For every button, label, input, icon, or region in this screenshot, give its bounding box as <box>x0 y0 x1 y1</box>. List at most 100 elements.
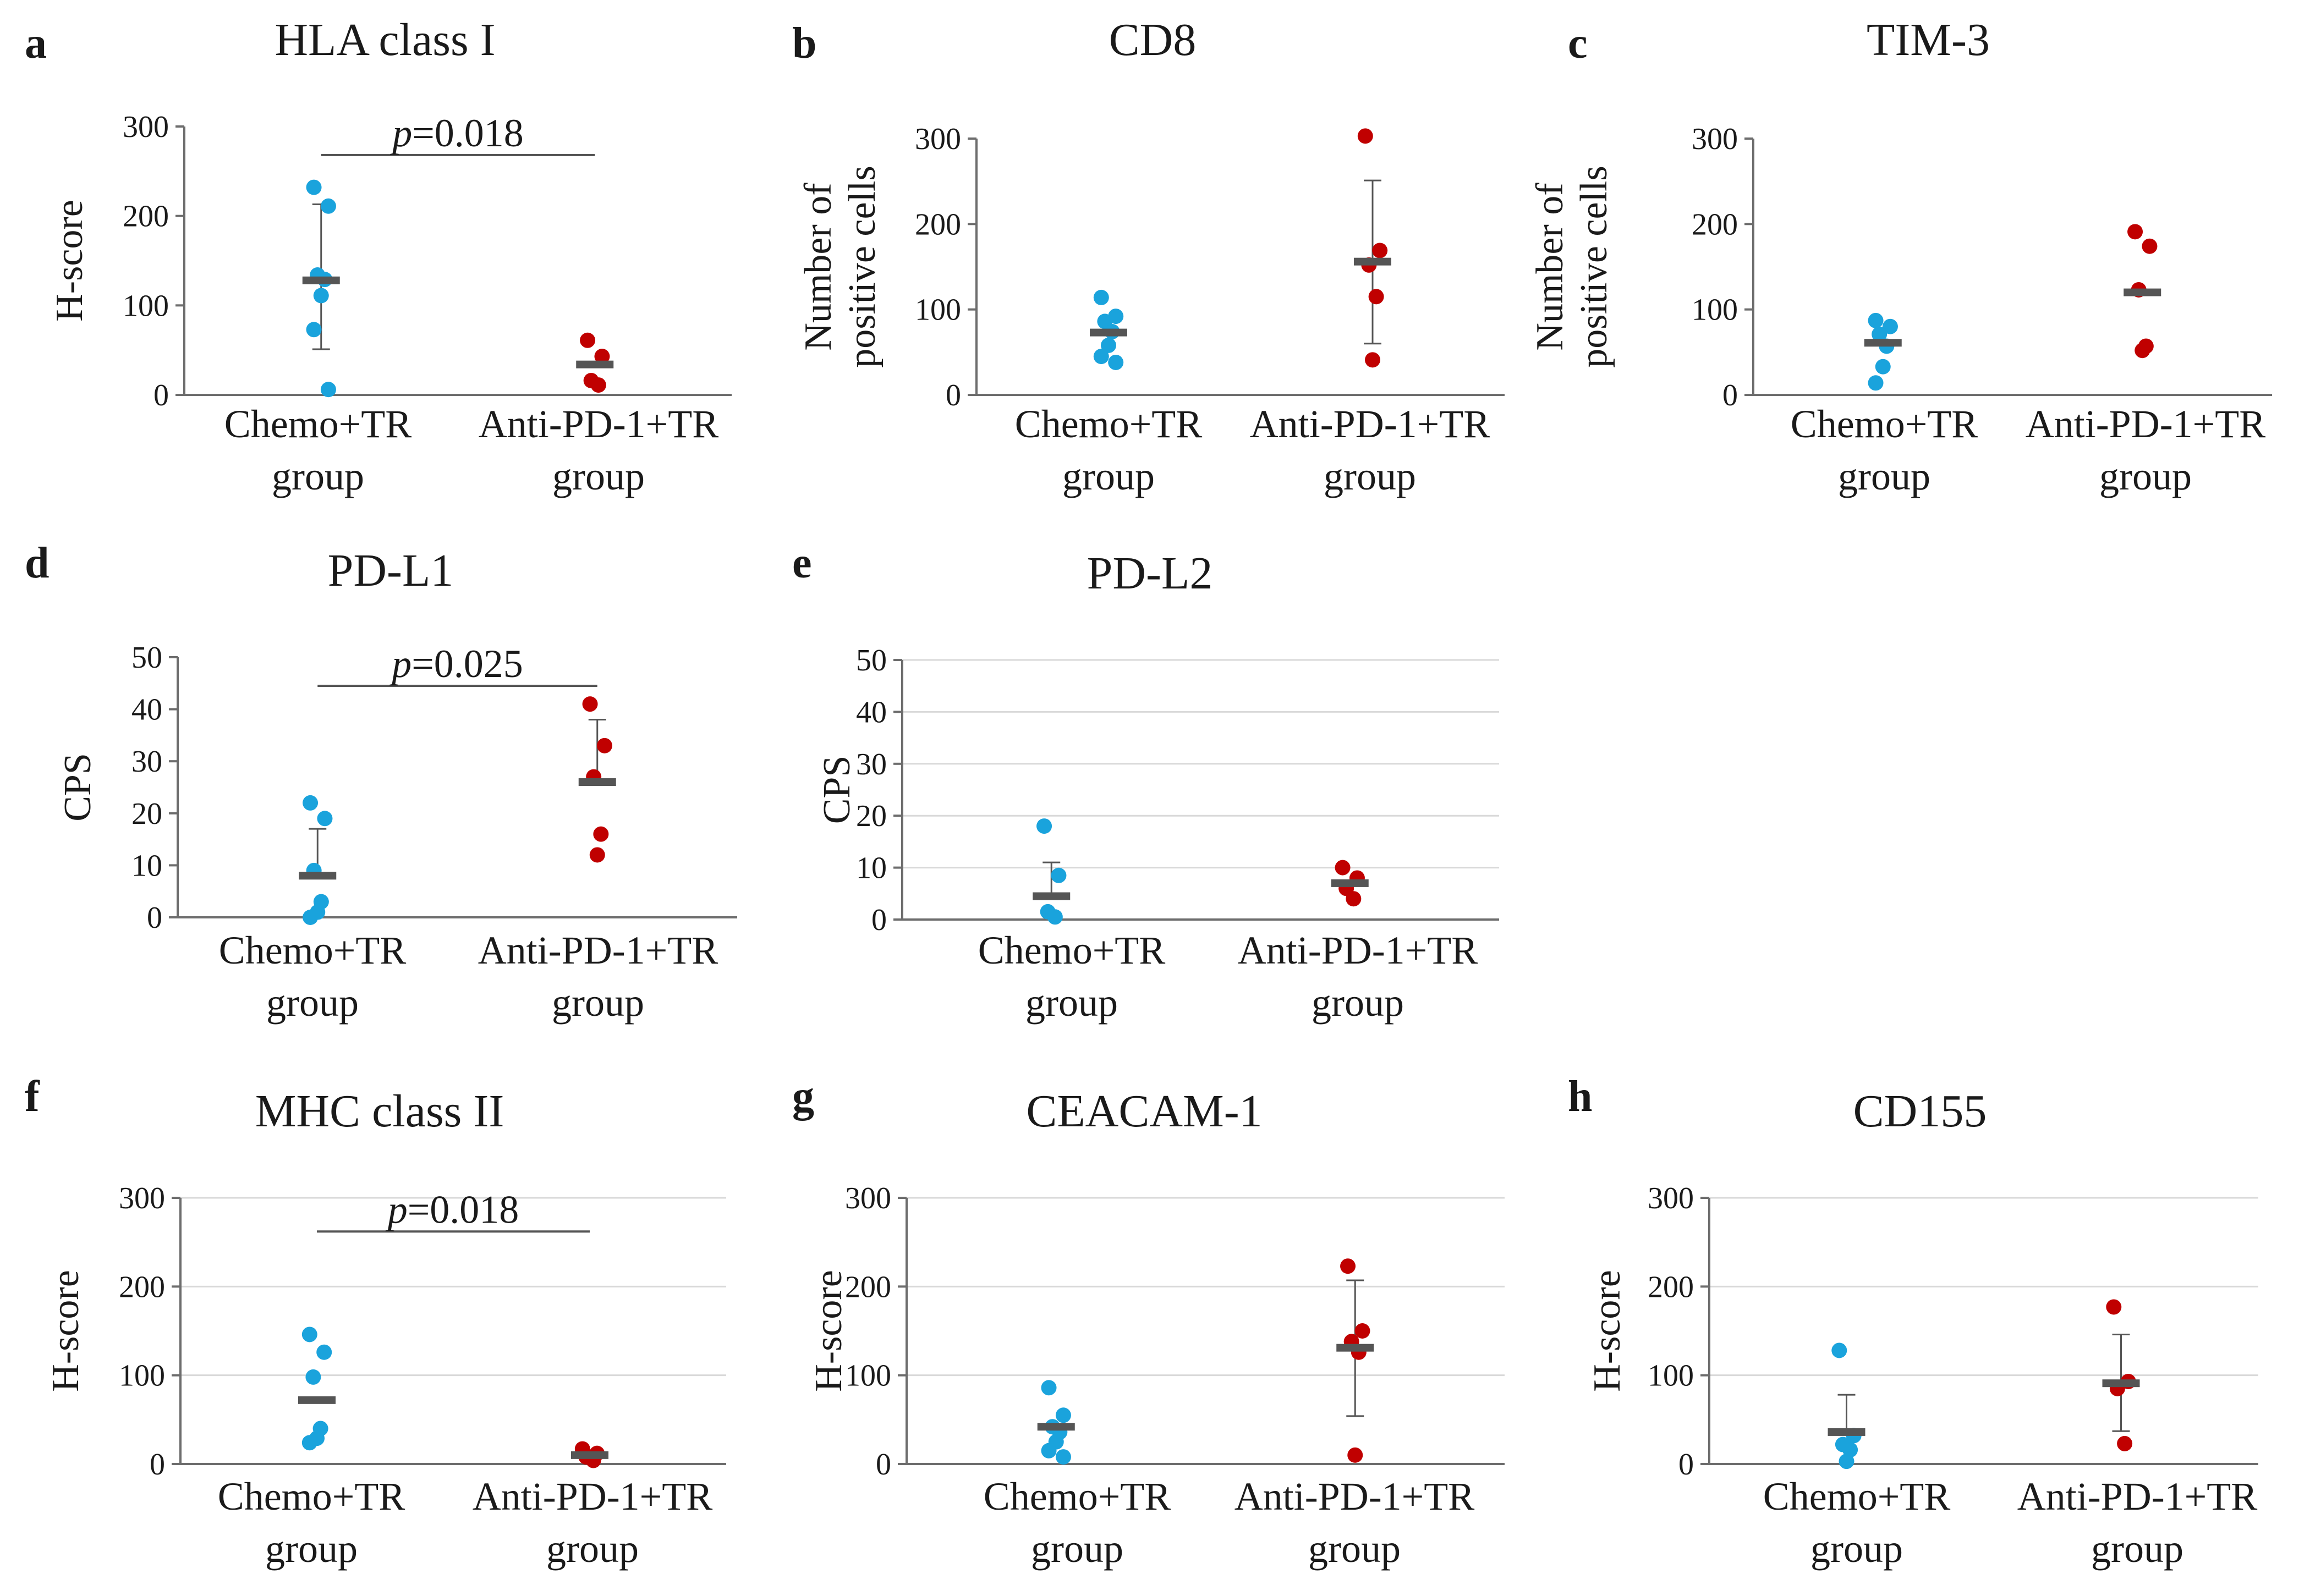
series-anti-pd1 <box>578 696 616 863</box>
category-label: Chemo+TR <box>219 928 407 972</box>
data-point <box>301 1435 317 1451</box>
y-tick-label: 100 <box>119 1359 165 1393</box>
category-label: group <box>1308 1527 1401 1571</box>
series-anti-pd1 <box>2124 224 2161 359</box>
y-axis-label-line: positive cells <box>1573 166 1615 367</box>
data-point <box>2127 224 2143 240</box>
series-anti-pd1 <box>1336 1258 1374 1463</box>
category-label: Anti-PD-1+TR <box>1234 1474 1475 1518</box>
panel-g: g CEACAM-1 0 100 200 300 H-score Chemo+TR group A… <box>792 1072 1505 1571</box>
data-point <box>1093 289 1109 305</box>
pvalue-label: p=0.025 <box>389 642 523 686</box>
panel-letter: g <box>792 1072 814 1121</box>
data-point <box>303 795 319 811</box>
mean-bar <box>576 360 614 368</box>
series-anti-pd1 <box>2102 1299 2140 1451</box>
data-point <box>1872 326 1888 342</box>
data-point <box>320 198 336 214</box>
y-tick-label: 40 <box>131 693 162 727</box>
y-tick-label: 0 <box>946 378 961 412</box>
data-point <box>582 696 598 712</box>
pvalue-italic: p <box>389 642 411 686</box>
chart-title: CD8 <box>1109 14 1197 65</box>
y-tick-label: 50 <box>856 643 887 678</box>
data-point <box>1372 243 1388 258</box>
data-point <box>1036 818 1052 834</box>
y-tick-label: 100 <box>915 293 961 327</box>
y-tick-label: 300 <box>1692 122 1738 156</box>
y-tick-label: 100 <box>1648 1359 1694 1393</box>
data-point <box>1868 312 1884 328</box>
series-chemo <box>1864 312 1902 391</box>
panel-letter: b <box>792 19 817 68</box>
category-label: group <box>272 454 364 498</box>
series-chemo <box>1037 1380 1075 1465</box>
panel-d: d PD-L1 0 10 20 30 40 50 CPS Chemo+TR group Anti-PD… <box>25 539 737 1025</box>
data-point <box>1882 318 1898 334</box>
category-label: Chemo+TR <box>984 1474 1171 1518</box>
chart-title: CD155 <box>1853 1086 1987 1137</box>
y-axis-label-line: Number of <box>797 183 840 351</box>
data-point <box>1368 289 1384 305</box>
y-axis-label: CPS <box>57 753 99 822</box>
series-anti-pd1 <box>571 1441 608 1468</box>
data-point <box>1868 375 1884 391</box>
data-point <box>2117 1435 2133 1451</box>
category-label: Chemo+TR <box>1791 402 1978 446</box>
category-label: Chemo+TR <box>1015 402 1203 446</box>
chart-title: CEACAM-1 <box>1026 1086 1262 1137</box>
data-point <box>1365 352 1380 368</box>
y-axis-label: H-score <box>48 200 91 322</box>
category-label: group <box>552 454 645 498</box>
category-label: Anti-PD-1+TR <box>1250 402 1490 446</box>
data-point <box>1354 1323 1370 1339</box>
y-tick-label: 300 <box>119 1181 165 1215</box>
data-point <box>1340 1258 1356 1274</box>
y-tick-label: 40 <box>856 695 887 729</box>
data-point <box>1055 1407 1071 1423</box>
y-tick-label: 0 <box>876 1448 891 1482</box>
y-axis-label-line: CPS <box>57 753 99 822</box>
category-label: group <box>2099 454 2192 498</box>
mean-bar <box>571 1451 608 1459</box>
panel-letter: e <box>792 539 812 587</box>
mean-bar <box>1090 328 1127 337</box>
panel-letter: a <box>25 19 47 68</box>
y-axis-label-line: H-score <box>48 200 91 322</box>
chart-title: PD-L2 <box>1087 548 1213 599</box>
data-point <box>590 377 606 393</box>
data-point <box>313 288 329 304</box>
data-point <box>1041 1380 1057 1396</box>
mean-bar <box>1828 1428 1865 1436</box>
mean-bar <box>2102 1379 2140 1388</box>
data-point <box>2106 1299 2122 1315</box>
panel-letter: d <box>25 539 50 587</box>
series-chemo <box>1033 818 1071 925</box>
pvalue-label: p=0.018 <box>389 111 524 155</box>
data-point <box>593 826 609 842</box>
category-label: Anti-PD-1+TR <box>479 402 719 446</box>
y-axis-label: H-score <box>45 1270 87 1392</box>
y-tick-label: 20 <box>856 799 887 833</box>
y-tick-label: 100 <box>1692 293 1738 327</box>
panel-c: c TIM-3 0 100 200 300 Number ofpositive cells C… <box>1529 14 2272 498</box>
y-tick-label: 300 <box>1648 1181 1694 1215</box>
series-anti-pd1 <box>576 332 614 393</box>
y-tick-label: 300 <box>845 1181 891 1215</box>
data-point <box>1108 354 1124 370</box>
y-tick-label: 200 <box>845 1270 891 1304</box>
y-axis-label-line: H-score <box>1586 1270 1628 1392</box>
series-chemo <box>302 179 340 398</box>
data-point <box>1041 1443 1057 1459</box>
data-point <box>1839 1454 1854 1470</box>
category-label: Chemo+TR <box>1763 1474 1951 1518</box>
mean-bar <box>1331 879 1369 887</box>
y-tick-label: 20 <box>131 797 162 831</box>
mean-bar <box>1037 1423 1075 1431</box>
data-point <box>306 179 322 195</box>
series-chemo <box>298 1327 336 1451</box>
chart-title: TIM-3 <box>1867 14 1990 65</box>
mean-bar <box>1336 1344 1374 1352</box>
y-tick-label: 0 <box>153 378 169 412</box>
